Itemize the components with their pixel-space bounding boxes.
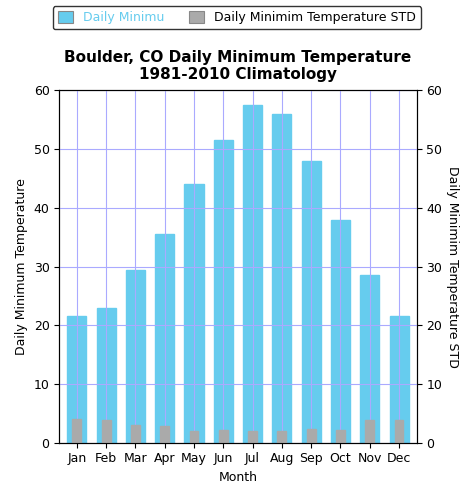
Bar xyxy=(395,420,403,443)
Bar xyxy=(102,421,110,443)
Bar xyxy=(365,421,374,443)
Bar xyxy=(67,316,86,443)
Bar xyxy=(331,220,350,443)
Bar xyxy=(243,105,262,443)
Y-axis label: Daily Minimim Temperature STD: Daily Minimim Temperature STD xyxy=(446,166,459,368)
Legend: Daily Minimu, Daily Minimim Temperature STD: Daily Minimu, Daily Minimim Temperature … xyxy=(53,6,421,29)
Bar xyxy=(126,269,145,443)
Bar xyxy=(214,140,233,443)
Bar xyxy=(360,275,379,443)
Bar xyxy=(390,316,409,443)
Bar xyxy=(277,431,286,443)
Bar xyxy=(73,419,81,443)
Bar xyxy=(184,185,203,443)
Bar xyxy=(155,235,174,443)
Bar xyxy=(273,114,292,443)
Bar xyxy=(336,430,345,443)
Bar xyxy=(131,425,140,443)
Bar xyxy=(219,430,228,443)
Bar xyxy=(301,161,321,443)
X-axis label: Month: Month xyxy=(219,471,257,484)
Bar xyxy=(190,431,199,443)
Y-axis label: Daily Minimum Temperature: Daily Minimum Temperature xyxy=(15,178,28,355)
Bar xyxy=(160,426,169,443)
Bar xyxy=(307,429,316,443)
Bar xyxy=(248,431,257,443)
Title: Boulder, CO Daily Minimum Temperature
1981-2010 Climatology: Boulder, CO Daily Minimum Temperature 19… xyxy=(64,50,411,82)
Bar xyxy=(97,308,116,443)
